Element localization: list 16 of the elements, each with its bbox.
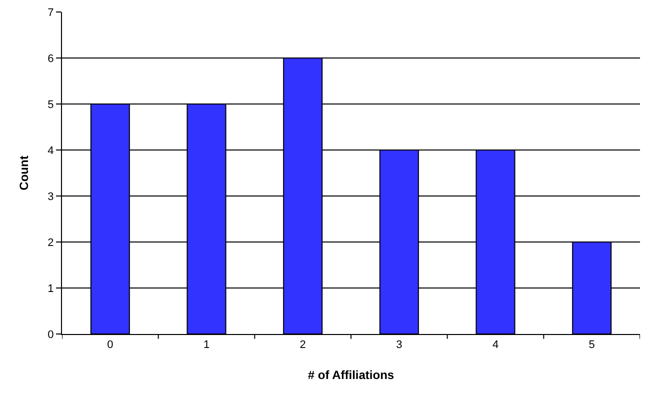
x-tick-label: 4: [492, 339, 499, 352]
x-tick-label: 5: [588, 339, 595, 352]
y-tick-label: 0: [48, 328, 54, 341]
y-tick-label: 6: [48, 52, 54, 65]
x-tick-label: 1: [203, 339, 210, 352]
y-tick-label: 7: [48, 6, 54, 19]
y-axis-title: Count: [16, 156, 31, 190]
y-tick-label: 4: [48, 144, 54, 157]
y-tick-label: 3: [48, 190, 54, 203]
x-tick-label: 2: [300, 339, 306, 352]
y-tick-label: 2: [48, 236, 54, 249]
y-tick-label: 1: [48, 282, 54, 295]
x-axis-title: # of Affiliations: [308, 368, 394, 382]
x-tick-label: 0: [107, 339, 114, 352]
x-tick-label: 3: [396, 339, 402, 352]
y-tick-label: 5: [48, 98, 54, 111]
